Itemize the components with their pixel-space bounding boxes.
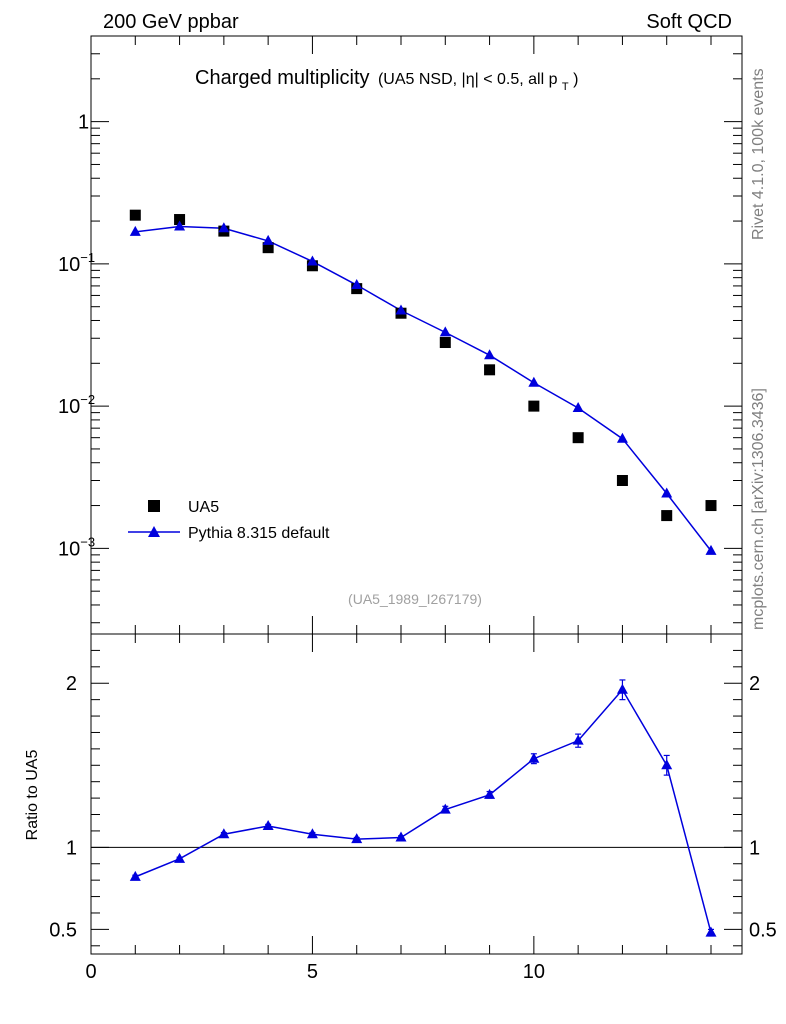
rivet-label: Rivet 4.1.0, 100k events: [750, 68, 767, 240]
ratio-point: [439, 803, 451, 814]
data-point-ua5: [484, 364, 496, 376]
ratio-point: [218, 828, 230, 839]
ratio-point: [174, 852, 186, 863]
y-tick-label: 1: [78, 112, 89, 134]
plot-title-sub: (UA5 NSD, |η| < 0.5, all p: [378, 71, 558, 88]
x-tick-label: 10: [523, 961, 545, 983]
ratio-point: [572, 734, 584, 745]
data-point-ua5: [528, 400, 540, 412]
mcplots-label: mcplots.cern.ch [arXiv:1306.3436]: [750, 388, 767, 630]
main-panel-frame: [90, 35, 743, 635]
ratio-point: [528, 752, 540, 763]
x-tick-label: 0: [85, 961, 96, 983]
ratio-point: [306, 828, 318, 839]
ratio-point: [351, 833, 363, 844]
mc-point: [528, 376, 540, 387]
mc-point: [395, 304, 407, 315]
mc-point: [262, 234, 274, 245]
y-tick-label: 10−3: [58, 534, 95, 560]
data-point-ua5: [661, 510, 673, 522]
header-left: 200 GeV ppbar: [103, 11, 239, 33]
ratio-y-tick-label-right: 0.5: [749, 919, 777, 941]
y-tick-label: 10−2: [58, 392, 95, 418]
ratio-point: [705, 926, 717, 937]
main-series: [129, 209, 717, 555]
ratio-line: [135, 688, 712, 933]
ratio-panel-frame: [90, 633, 743, 955]
ratio-point: [661, 759, 673, 770]
header-right: Soft QCD: [646, 11, 732, 33]
data-point-ua5: [306, 260, 318, 272]
plot-title-main: Charged multiplicity: [195, 67, 370, 89]
legend-marker-mc: [148, 526, 160, 537]
ratio-point: [129, 870, 141, 881]
ratio-series: [129, 679, 717, 937]
ratio-y-tick-label-right: 2: [749, 673, 760, 695]
data-point-ua5: [705, 500, 717, 512]
x-tick-label: 5: [307, 961, 318, 983]
data-point-ua5: [262, 242, 274, 254]
ratio-y-tick-label: 0.5: [49, 919, 77, 941]
reference-id: (UA5_1989_I267179): [348, 591, 482, 607]
legend-label-data: UA5: [188, 499, 219, 516]
ratio-ylabel: Ratio to UA5: [24, 750, 41, 841]
ratio-point: [616, 683, 628, 694]
mc-point: [616, 432, 628, 443]
data-point-ua5: [129, 209, 141, 221]
data-point-ua5: [572, 432, 584, 444]
mc-point: [484, 349, 496, 360]
plot-title: Charged multiplicity (UA5 NSD, |η| < 0.5…: [195, 67, 578, 94]
mc-point: [572, 402, 584, 413]
plot-title-close: ): [573, 71, 578, 88]
legend-label-mc: Pythia 8.315 default: [188, 525, 330, 542]
ratio-point: [484, 788, 496, 799]
ratio-y-tick-label: 1: [66, 837, 77, 859]
y-tick-label: 10−1: [58, 250, 95, 276]
ratio-point: [262, 820, 274, 830]
mc-point: [439, 326, 451, 337]
main-axes: 1 10−1 10−2 10−3: [58, 35, 742, 634]
mc-point: [129, 225, 141, 236]
ratio-axes: 0 5 10 0.5 0.5 1 1 2 2: [49, 634, 777, 983]
mc-point: [351, 279, 363, 290]
data-point-ua5: [439, 337, 451, 349]
mc-point: [174, 220, 186, 231]
mc-point: [705, 544, 717, 555]
ratio-point: [395, 831, 407, 842]
ratio-y-tick-label-right: 1: [749, 837, 760, 859]
mc-point: [306, 255, 318, 266]
legend: UA5 Pythia 8.315 default: [128, 499, 330, 542]
ratio-y-tick-label: 2: [66, 673, 77, 695]
mc-point: [661, 487, 673, 498]
data-point-ua5: [174, 214, 186, 226]
legend-marker-data: [148, 500, 160, 512]
data-point-ua5: [616, 474, 628, 486]
mc-line: [135, 225, 712, 552]
mc-point: [218, 222, 230, 233]
plot-title-sub-index: T: [562, 81, 569, 93]
